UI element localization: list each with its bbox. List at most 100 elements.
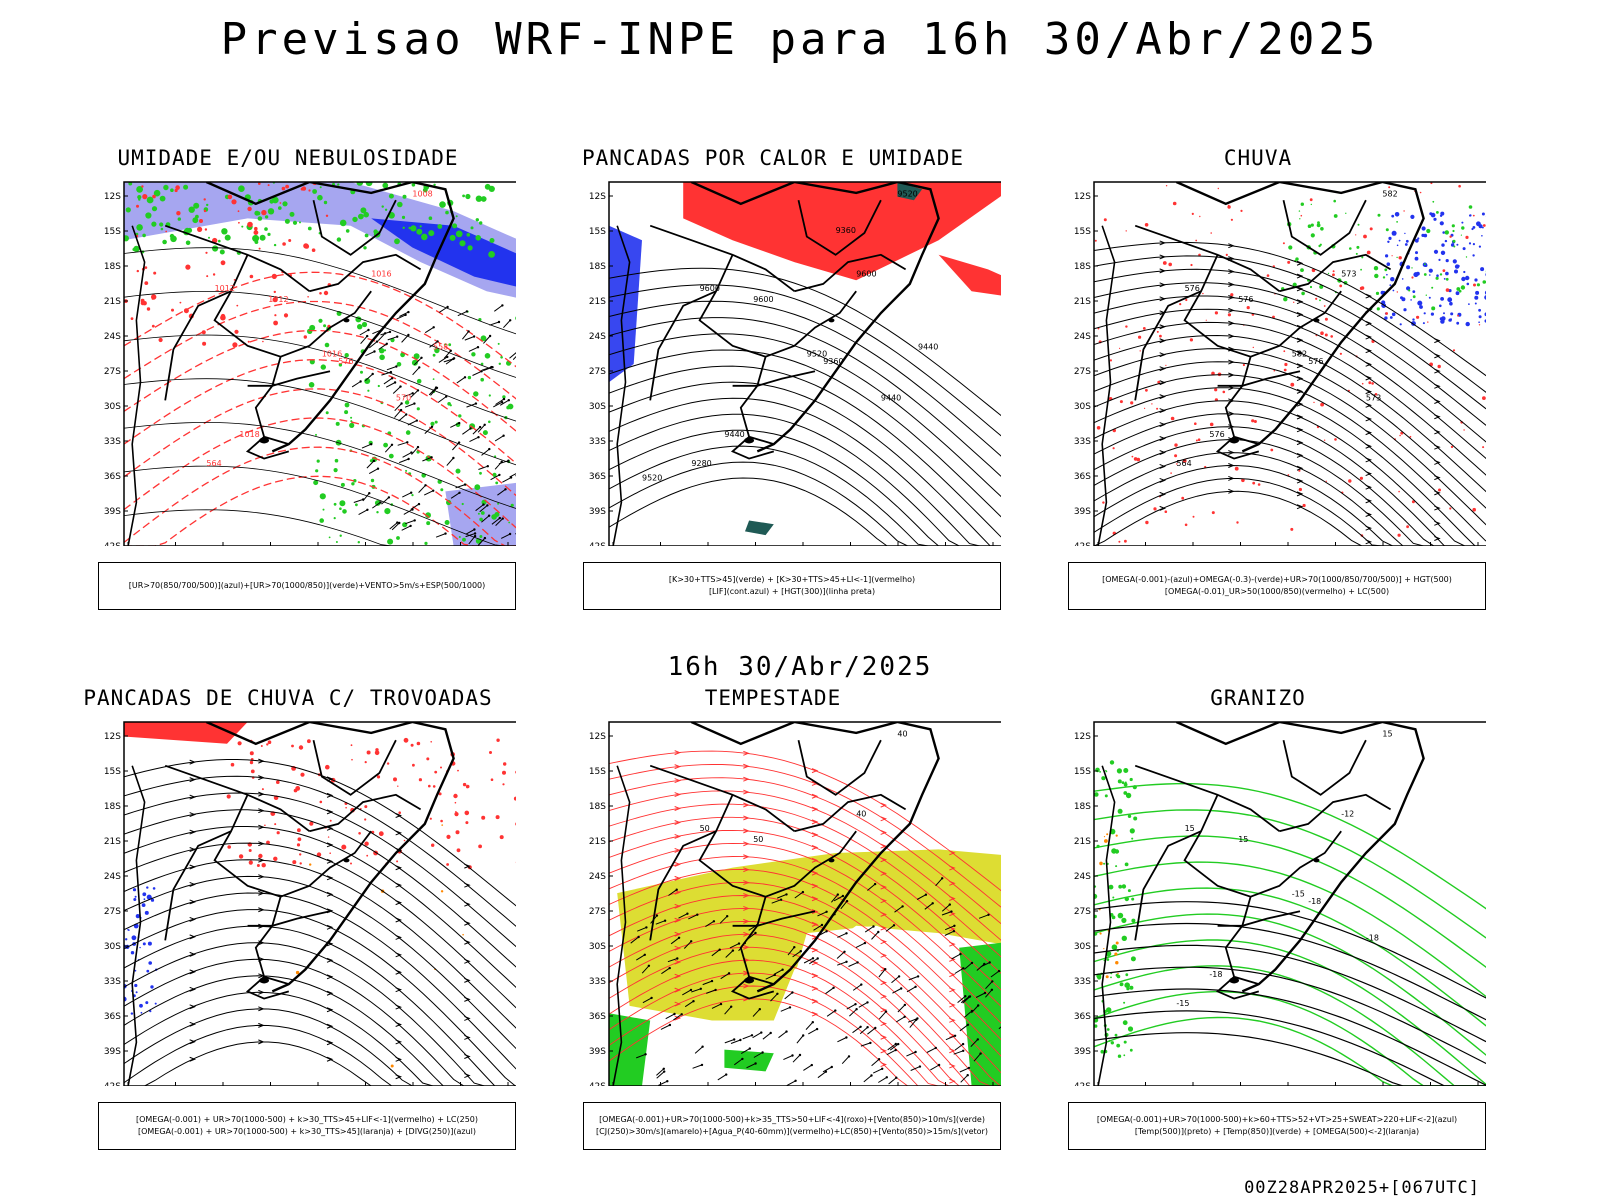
low-humidity-green-east-cell — [484, 353, 491, 359]
legend-line: [UR>70(850/700/500)](azul)+[UR>70(1000/8… — [128, 581, 486, 590]
wind-vector — [975, 992, 986, 998]
wind-vector — [702, 980, 713, 986]
legend-line: [CJ(250)>30m/s](amarelo)+[Agua_P(40-60mm… — [596, 1127, 988, 1136]
wind-vector — [490, 474, 500, 481]
flow-arrow — [949, 1002, 956, 1008]
flow-arrow — [258, 808, 265, 814]
wind-vector — [976, 963, 985, 971]
wind-vector-head — [845, 932, 848, 935]
thunder-red-cell — [440, 819, 443, 823]
thunder-orange-cell — [462, 933, 464, 936]
wind-vector — [837, 1037, 847, 1043]
wind-vector — [906, 1051, 916, 1057]
divg-blue-cell — [125, 938, 128, 941]
wind-vector — [641, 965, 650, 974]
low-humidity-green-east-cell — [506, 405, 510, 410]
main-title: Previsao WRF-INPE para 16h 30/Abr/2025 — [220, 14, 1380, 65]
contour-label: 15 — [1382, 730, 1392, 739]
wind-vector-head — [388, 330, 392, 334]
thunder-red-cell — [489, 751, 492, 754]
wind-vector-head — [424, 484, 427, 487]
wind-vector-head — [663, 919, 667, 922]
omega-blue-cell — [1440, 297, 1444, 301]
flow-line — [609, 933, 1001, 1086]
wind-vector-head — [811, 1021, 814, 1024]
thunder-red-cell — [276, 831, 280, 835]
omega-red-cell — [1124, 539, 1127, 543]
thunder-red-cell — [276, 780, 280, 784]
flow-arrow — [1434, 505, 1441, 511]
wind-vector-head — [793, 946, 796, 949]
pacific-coast — [127, 225, 146, 546]
temp850-green-west-cell — [1125, 973, 1129, 977]
wind-vector — [396, 314, 406, 320]
wind-vector-head — [741, 1057, 744, 1061]
wind-vector — [770, 993, 778, 1002]
lake — [343, 318, 350, 323]
wind-vector — [990, 970, 1000, 978]
omega-green-cell — [1310, 203, 1312, 206]
omega-red-cell — [1482, 446, 1485, 449]
flow-arrow — [1296, 388, 1304, 394]
flow-arrow — [258, 758, 265, 764]
temp850-green-west-cell — [1094, 893, 1098, 899]
thunder-red-cell — [256, 864, 260, 867]
flow-line — [124, 334, 516, 422]
thunder-orange-cell — [390, 1064, 394, 1068]
omega-red-cell — [1332, 273, 1335, 277]
thunder-red-cell — [250, 769, 255, 774]
state-border — [794, 793, 907, 833]
wind-vector — [497, 488, 506, 496]
wind-vector — [656, 1068, 665, 1076]
contour-label: -18 — [1209, 970, 1222, 979]
state-border — [794, 253, 907, 293]
thunder-red-cell — [457, 769, 459, 772]
flow-line — [124, 975, 516, 1086]
coastline — [205, 182, 455, 453]
flow-arrow — [743, 750, 750, 756]
wind-vector — [945, 1035, 956, 1041]
omega-orange-cell — [1103, 948, 1105, 950]
wind-vector-head — [830, 1065, 833, 1069]
omega-blue-cell — [1412, 290, 1416, 293]
thunder-red-cell — [378, 831, 384, 837]
omega-green-cell — [1310, 223, 1314, 227]
omega-blue-cell — [1388, 236, 1392, 240]
thickness-red-cell — [203, 209, 207, 213]
low-humidity-green-east-cell — [355, 503, 358, 507]
low-humidity-green-east-cell — [411, 494, 414, 497]
flow-line — [124, 1041, 516, 1086]
wind-vector-head — [413, 519, 416, 522]
flow-arrow — [1296, 427, 1304, 433]
omega-red-cell — [1270, 448, 1274, 452]
flow-arrow — [1365, 457, 1373, 463]
thickness-red-cell — [185, 264, 191, 270]
wind-vector — [407, 420, 418, 426]
thunder-red-cell — [249, 751, 254, 756]
flow-arrow — [1228, 320, 1235, 326]
omega-blue-cell — [1440, 211, 1445, 216]
legend-line: [OMEGA(-0.001) + UR>70(1000-500) + k>30_… — [135, 1115, 479, 1124]
flow-arrow — [189, 934, 197, 940]
thunder-red-cell — [403, 839, 406, 842]
flow-line — [609, 300, 1001, 457]
wind-vector-head — [918, 1065, 922, 1068]
temp850-green-west-cell — [1131, 918, 1136, 923]
flow-arrow — [1159, 282, 1167, 288]
wind-vector — [887, 1043, 897, 1051]
wind-vector — [752, 1008, 761, 1017]
divg-blue-cell — [146, 886, 149, 889]
low-humidity-green-east-cell — [349, 422, 355, 428]
omega-red-cell — [1222, 390, 1226, 394]
omega-red-cell — [1313, 401, 1315, 404]
wind-vector — [935, 877, 943, 887]
thunder-red-cell — [292, 860, 297, 865]
wind-vector-head — [859, 1025, 862, 1028]
lat-label: 42S — [1074, 1082, 1091, 1086]
wind-vector — [401, 525, 411, 531]
wind-vector — [412, 367, 420, 376]
flow-arrow — [1434, 353, 1441, 359]
divg-blue-cell — [154, 1002, 157, 1005]
wind-vector-head — [754, 1062, 757, 1065]
wind-vector-head — [370, 443, 373, 446]
